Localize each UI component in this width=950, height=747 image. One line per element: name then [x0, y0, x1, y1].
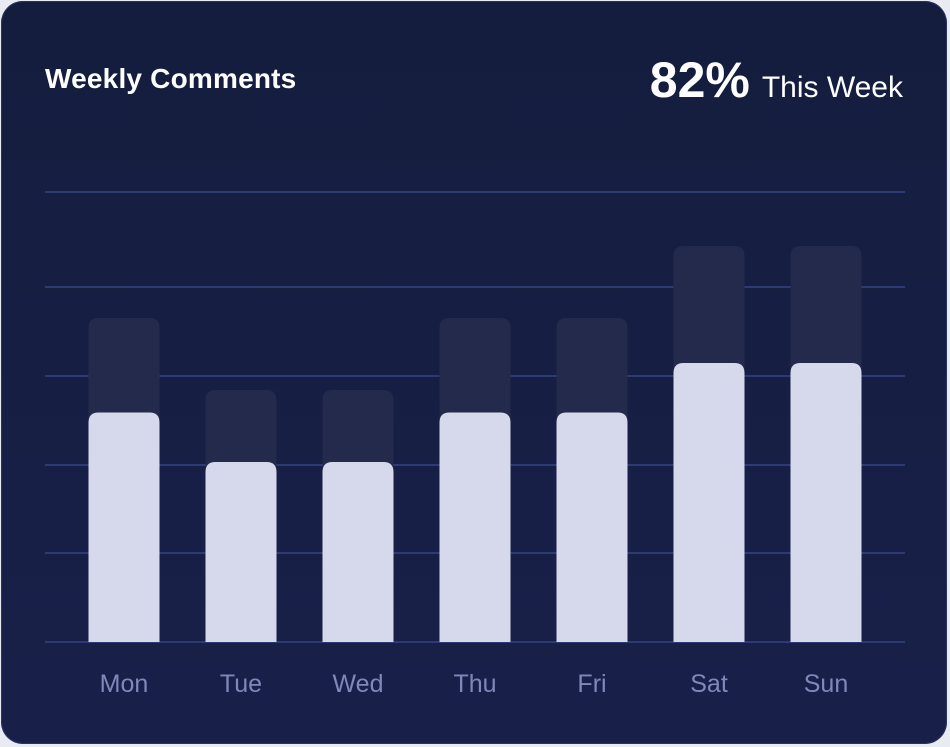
tick-label-sat: Sat [690, 670, 728, 698]
tick-label-mon: Mon [100, 670, 149, 698]
bar-fri [556, 412, 628, 642]
tick-label-fri: Fri [577, 670, 606, 698]
chart-title: Weekly Comments [45, 63, 297, 94]
summary-percentage: 82% [649, 52, 750, 108]
tick-label-thu: Thu [453, 670, 496, 698]
bars [88, 246, 862, 642]
summary-label: This Week [761, 71, 903, 104]
tick-label-wed: Wed [333, 670, 384, 698]
tick-label-tue: Tue [220, 670, 262, 698]
bar-mon [88, 412, 160, 642]
bar-sat [673, 363, 745, 642]
tick-label-sun: Sun [804, 670, 848, 698]
bar-wed [322, 462, 394, 642]
weekly-summary: 82% This Week [650, 51, 903, 109]
bar-thu [439, 412, 511, 642]
bar-sun [790, 363, 862, 642]
bar-tue [205, 462, 277, 642]
x-axis-tick-labels: Mon Tue Wed Thu Fri Sat Sun [100, 670, 849, 698]
